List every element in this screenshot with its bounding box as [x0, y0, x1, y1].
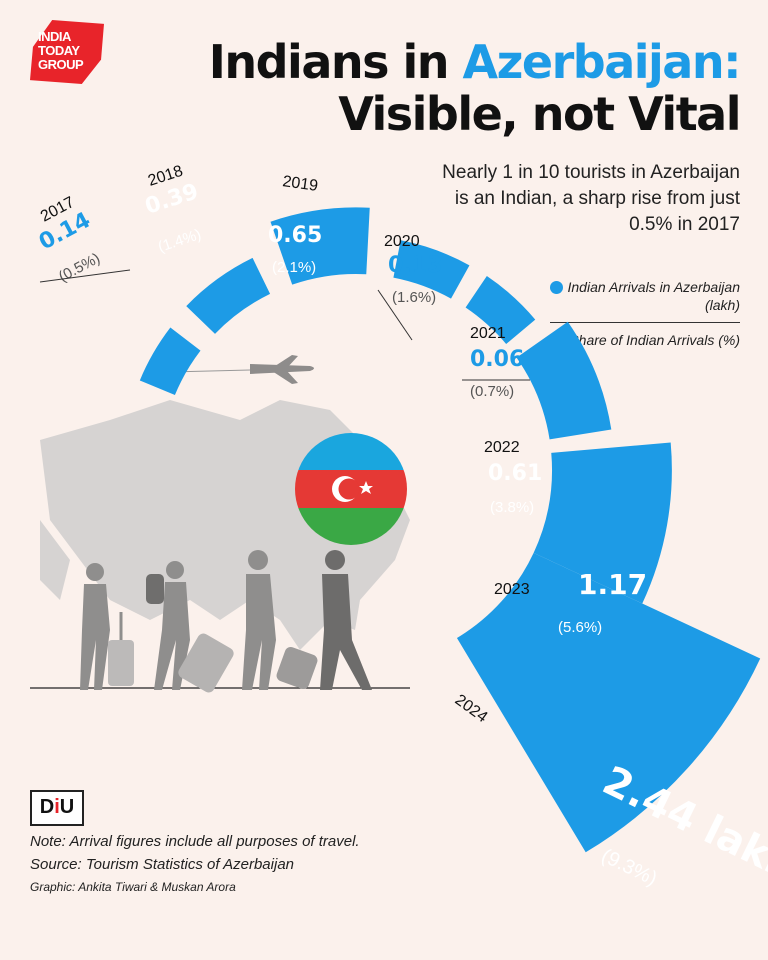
legend-share: Share of Indian Arrivals (%)	[569, 332, 740, 348]
chart-bars	[139, 207, 761, 853]
bar-2019	[270, 207, 370, 285]
share-label-2022: (3.8%)	[490, 499, 534, 516]
bar-2018	[186, 257, 271, 334]
year-label-2019: 2019	[281, 173, 319, 195]
share-label-2024: (9.3%)	[598, 845, 661, 891]
share-label-2018: (1.4%)	[156, 226, 203, 256]
share-label-2021: (0.7%)	[470, 383, 514, 400]
bar-2021	[465, 276, 536, 345]
legend-swatch	[550, 281, 563, 294]
page-title: Indians in Azerbaijan: Visible, not Vita…	[208, 35, 742, 141]
bar-2020	[393, 240, 470, 299]
year-label-2023: 2023	[494, 581, 530, 598]
diu-logo: DiU	[30, 790, 84, 826]
value-label-2020: 0.13	[388, 253, 442, 278]
india-today-group-logo: INDIA TODAY GROUP	[30, 20, 104, 84]
credit-text: Graphic: Ankita Tiwari & Muskan Arora	[30, 880, 236, 894]
value-label-2021: 0.06	[470, 347, 524, 372]
value-label-2022: 0.61	[488, 461, 542, 486]
label-leader-line	[39, 269, 131, 283]
airplane-icon	[169, 355, 314, 384]
year-label-2022: 2022	[484, 439, 520, 456]
note-text: Note: Arrival figures include all purpos…	[30, 833, 360, 850]
bar-2024	[456, 552, 761, 853]
legend: Indian Arrivals in Azerbaijan (lakh) Sha…	[550, 278, 740, 349]
legend-arrivals: Indian Arrivals in Azerbaijan (lakh)	[567, 279, 741, 313]
source-text: Source: Tourism Statistics of Azerbaijan	[30, 856, 295, 873]
share-label-2019: (2.1%)	[272, 259, 316, 276]
year-label-2021: 2021	[470, 325, 506, 342]
share-label-2020: (1.6%)	[392, 289, 436, 306]
bar-2017	[139, 327, 201, 395]
year-label-2024: 2024	[452, 691, 491, 726]
value-label-2019: 0.65	[268, 223, 322, 248]
year-label-2020: 2020	[384, 233, 420, 250]
notes: Note: Arrival figures include all purpos…	[30, 832, 360, 901]
travellers-icon	[80, 550, 372, 693]
share-label-2017: (0.5%)	[56, 250, 103, 286]
bar-2022	[516, 321, 612, 440]
share-label-2023: (5.6%)	[558, 619, 602, 636]
subtitle: Nearly 1 in 10 tourists in Azerbaijan is…	[442, 162, 740, 235]
value-label-2023: 1.17	[578, 568, 647, 601]
label-leader-line	[377, 289, 413, 341]
bar-2023	[533, 442, 672, 604]
